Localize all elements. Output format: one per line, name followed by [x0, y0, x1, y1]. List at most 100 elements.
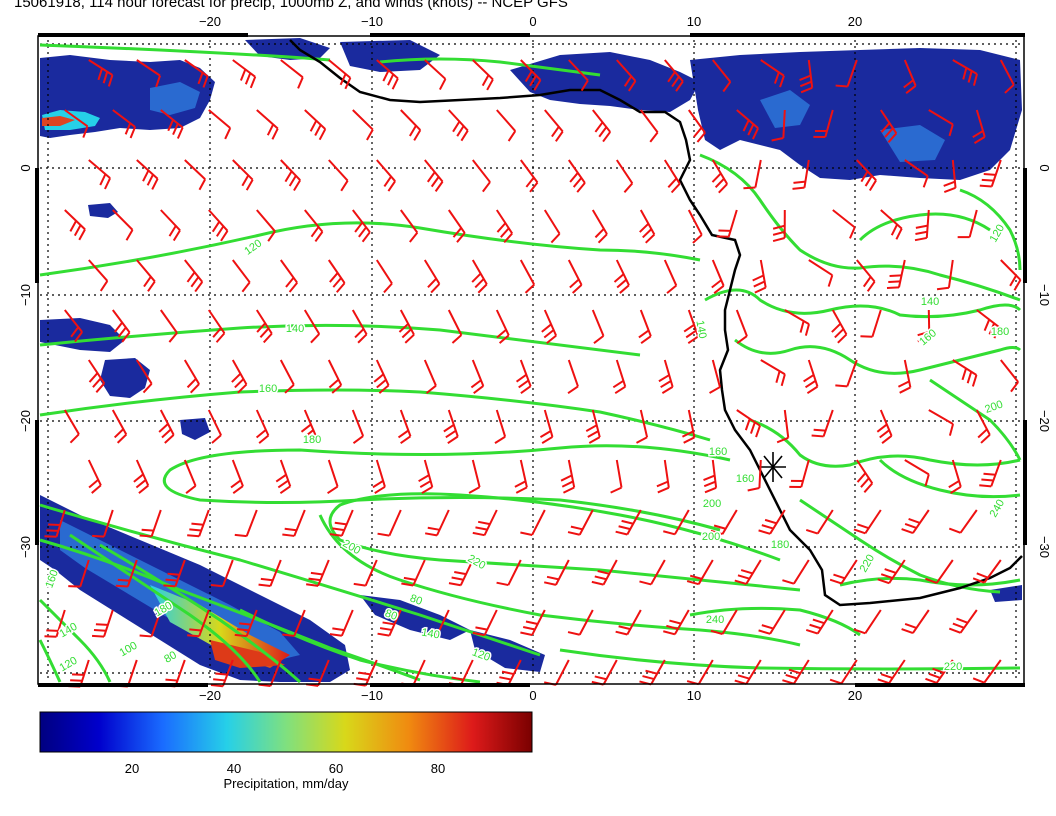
- wind-barb: [377, 509, 402, 537]
- wind-barb: [710, 609, 738, 636]
- precip-blob: [470, 630, 545, 672]
- wind-barb: [636, 409, 649, 444]
- wind-barb: [805, 609, 834, 635]
- precip-blob: [690, 48, 1022, 180]
- contour-line: [734, 338, 1022, 375]
- contour-label: 200: [702, 531, 720, 543]
- wind-barb: [876, 409, 893, 444]
- wind-barb: [736, 409, 761, 438]
- wind-barb: [747, 459, 762, 492]
- wind-barb: [664, 59, 684, 92]
- wind-barb: [424, 159, 444, 192]
- contour-line: [379, 57, 601, 77]
- colorbar-tick-label: 80: [431, 761, 445, 776]
- wind-barb: [568, 59, 589, 92]
- wind-barb: [639, 659, 666, 686]
- wind-barb: [448, 559, 474, 587]
- wind-barb: [901, 609, 930, 634]
- wind-barb: [901, 509, 930, 534]
- wind-barb: [835, 359, 858, 388]
- precip-blob: [42, 116, 75, 126]
- wind-barb: [904, 459, 930, 487]
- wind-barb: [585, 409, 601, 444]
- contour-line: [39, 323, 641, 357]
- wind-barb: [772, 209, 786, 243]
- wind-barb: [903, 59, 917, 94]
- wind-barb: [64, 109, 89, 138]
- wind-barb: [832, 209, 856, 239]
- wind-barb: [591, 559, 618, 586]
- wind-barb: [232, 159, 254, 191]
- wind-barb: [936, 259, 954, 291]
- wind-barb: [282, 609, 306, 637]
- wind-barb: [282, 509, 306, 537]
- contour-line: [239, 608, 481, 684]
- wind-barb: [135, 359, 153, 394]
- wind-barb: [567, 609, 594, 636]
- wind-barb: [352, 209, 371, 243]
- contour-label: 200: [703, 498, 721, 510]
- wind-barb: [184, 159, 207, 191]
- wind-barb: [613, 259, 630, 294]
- wind-barb: [943, 159, 957, 194]
- wind-barb: [514, 459, 528, 494]
- wind-barb: [234, 509, 258, 538]
- wind-barb: [329, 509, 354, 537]
- contour-line: [704, 288, 1022, 319]
- wind-barb: [44, 609, 66, 638]
- wind-barb: [914, 209, 930, 242]
- lat-tick-label-right: −30: [1037, 536, 1052, 558]
- wind-barb: [495, 209, 514, 244]
- contour-label: 80: [408, 592, 424, 607]
- wind-barb: [279, 259, 298, 293]
- wind-barb: [470, 359, 485, 394]
- contour-label: 140: [286, 323, 304, 335]
- wind-barb: [710, 509, 738, 536]
- lat-tick-label-right: −10: [1037, 284, 1052, 306]
- precip-blob: [150, 585, 290, 668]
- wind-barb: [399, 209, 419, 243]
- wind-barb: [327, 459, 339, 495]
- lon-tick-label-top: 20: [848, 14, 862, 29]
- location-marker: [760, 452, 786, 482]
- lon-tick-label-bottom: −10: [361, 688, 383, 703]
- wind-barb: [112, 209, 134, 241]
- contour-label: 200: [983, 398, 1004, 416]
- wind-barb: [928, 409, 954, 436]
- wind-barb: [519, 259, 536, 294]
- wind-barb: [351, 309, 368, 344]
- lon-tick-label-bottom: −20: [199, 688, 221, 703]
- wind-barb: [232, 259, 251, 293]
- wind-barb: [88, 259, 109, 292]
- height-contours: [38, 43, 1022, 684]
- lon-tick-label-top: 10: [687, 14, 701, 29]
- wind-barb: [63, 409, 80, 444]
- wind-barb: [133, 459, 150, 494]
- wind-barb: [401, 559, 426, 587]
- wind-barb: [472, 159, 491, 193]
- wind-barb: [255, 409, 270, 444]
- wind-barb: [567, 159, 586, 193]
- wind-barb: [877, 659, 906, 685]
- wind-barb: [979, 459, 1002, 488]
- contour-line: [858, 212, 991, 242]
- wind-barb: [711, 159, 729, 194]
- wind-barb: [139, 509, 162, 538]
- wind-barb: [158, 409, 175, 444]
- contour-line: [38, 639, 62, 683]
- wind-barb: [424, 609, 450, 637]
- wind-barb: [853, 609, 882, 635]
- wind-barb: [784, 309, 810, 336]
- contour-label: 120: [242, 237, 264, 257]
- wind-barb: [735, 309, 748, 344]
- wind-barb: [159, 309, 178, 343]
- precip-blob: [510, 52, 700, 112]
- wind-barb: [658, 359, 674, 394]
- wind-barb: [743, 159, 762, 190]
- wind-barb: [160, 109, 184, 139]
- wind-barb: [87, 359, 106, 393]
- wind-barb: [897, 359, 912, 394]
- wind-barb: [760, 359, 786, 387]
- wind-barb: [972, 659, 1002, 684]
- contour-label: 160: [43, 568, 61, 589]
